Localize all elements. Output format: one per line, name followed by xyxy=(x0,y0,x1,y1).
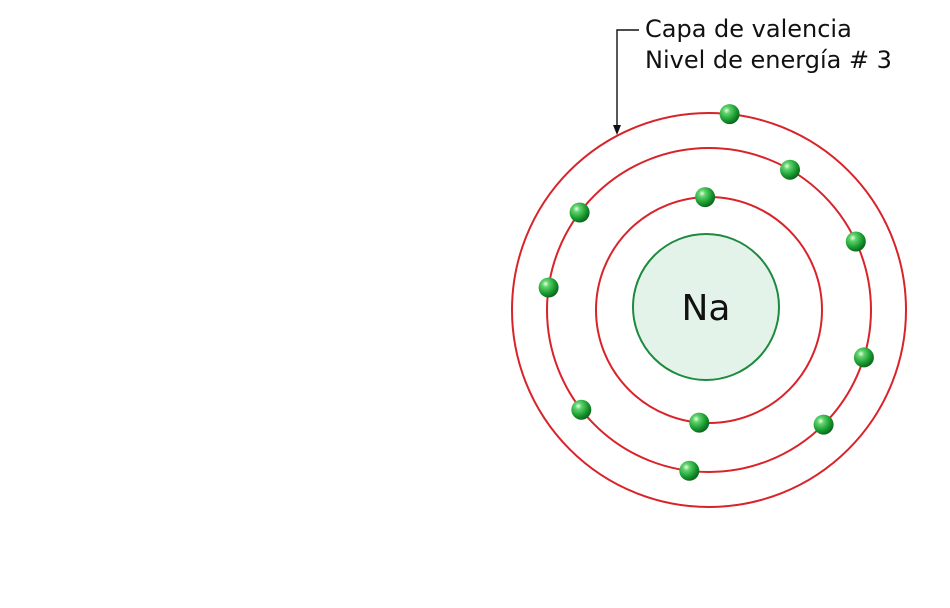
shell-2-electron-5 xyxy=(679,460,700,481)
shell-1-electron-1 xyxy=(695,187,716,208)
energy-level-label: Nivel de energía # 3 xyxy=(645,46,892,74)
shell-2-electron-8 xyxy=(569,202,590,223)
shell-3-orbit xyxy=(511,112,907,508)
shell-3-electron-1 xyxy=(719,104,740,125)
shell-2-electron-4 xyxy=(813,414,834,435)
shell-2-electron-7 xyxy=(538,277,559,298)
annotation-pointer xyxy=(613,29,639,135)
shell-1-electron-2 xyxy=(689,412,710,433)
pointer-line xyxy=(616,29,639,126)
shell-2-electron-1 xyxy=(780,159,800,180)
valence-shell-label: Capa de valencia xyxy=(645,15,852,43)
arrowhead-icon xyxy=(613,125,621,135)
electrons xyxy=(538,104,874,481)
nucleus-symbol: Na xyxy=(682,288,731,329)
shell-2-orbit xyxy=(546,147,872,473)
shell-2-electron-3 xyxy=(853,347,874,368)
shell-2-electron-2 xyxy=(845,231,866,252)
nucleus xyxy=(632,233,780,381)
shell-2-electron-6 xyxy=(571,399,592,420)
